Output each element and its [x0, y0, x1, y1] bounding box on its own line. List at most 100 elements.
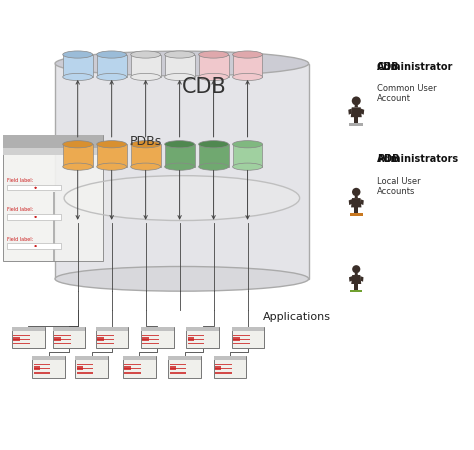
- FancyBboxPatch shape: [53, 327, 85, 348]
- Text: Common User
Account: Common User Account: [377, 84, 436, 103]
- Circle shape: [352, 96, 361, 105]
- Ellipse shape: [199, 141, 228, 148]
- Polygon shape: [97, 54, 127, 77]
- Text: PDB: PDB: [377, 154, 399, 164]
- Polygon shape: [215, 368, 231, 369]
- Ellipse shape: [55, 266, 309, 291]
- Polygon shape: [356, 117, 358, 123]
- FancyBboxPatch shape: [142, 337, 149, 341]
- Ellipse shape: [233, 73, 263, 81]
- Ellipse shape: [199, 73, 228, 81]
- Polygon shape: [170, 364, 186, 365]
- FancyBboxPatch shape: [232, 327, 264, 348]
- Polygon shape: [77, 372, 93, 374]
- Polygon shape: [350, 213, 363, 216]
- Polygon shape: [77, 368, 93, 369]
- Polygon shape: [188, 339, 204, 340]
- FancyBboxPatch shape: [54, 328, 86, 349]
- Polygon shape: [354, 207, 356, 213]
- Ellipse shape: [63, 51, 92, 58]
- Polygon shape: [53, 327, 85, 331]
- FancyBboxPatch shape: [169, 357, 202, 378]
- Polygon shape: [123, 356, 155, 360]
- FancyBboxPatch shape: [7, 185, 62, 190]
- FancyBboxPatch shape: [233, 337, 239, 341]
- Polygon shape: [141, 327, 173, 331]
- FancyBboxPatch shape: [141, 327, 173, 348]
- FancyBboxPatch shape: [214, 356, 246, 378]
- Polygon shape: [355, 273, 358, 275]
- Ellipse shape: [233, 51, 263, 58]
- Polygon shape: [215, 372, 231, 374]
- Polygon shape: [349, 199, 352, 205]
- Polygon shape: [188, 335, 204, 336]
- Ellipse shape: [97, 141, 127, 148]
- FancyBboxPatch shape: [233, 328, 265, 349]
- FancyBboxPatch shape: [77, 366, 83, 370]
- Polygon shape: [142, 339, 159, 340]
- Polygon shape: [124, 372, 141, 374]
- FancyBboxPatch shape: [170, 366, 176, 370]
- Polygon shape: [97, 339, 114, 340]
- Polygon shape: [354, 284, 356, 290]
- Polygon shape: [361, 108, 364, 115]
- Circle shape: [35, 187, 36, 189]
- FancyBboxPatch shape: [32, 356, 65, 378]
- Polygon shape: [164, 144, 194, 166]
- Ellipse shape: [164, 51, 194, 58]
- Polygon shape: [164, 54, 194, 77]
- Polygon shape: [97, 335, 114, 336]
- Text: CDB: CDB: [182, 77, 227, 97]
- Polygon shape: [54, 335, 71, 336]
- FancyBboxPatch shape: [142, 328, 174, 349]
- Ellipse shape: [55, 51, 309, 76]
- Ellipse shape: [131, 73, 161, 81]
- FancyBboxPatch shape: [96, 327, 128, 348]
- FancyBboxPatch shape: [215, 366, 221, 370]
- Polygon shape: [55, 63, 309, 279]
- Circle shape: [35, 216, 36, 218]
- Text: Applications: Applications: [264, 312, 331, 323]
- Ellipse shape: [131, 51, 161, 58]
- Ellipse shape: [64, 176, 300, 220]
- FancyBboxPatch shape: [124, 357, 156, 378]
- Polygon shape: [34, 372, 50, 374]
- Text: Administrators: Administrators: [377, 143, 459, 164]
- Circle shape: [35, 216, 36, 218]
- Polygon shape: [215, 364, 231, 365]
- FancyBboxPatch shape: [124, 366, 131, 370]
- FancyBboxPatch shape: [187, 328, 220, 349]
- Polygon shape: [350, 290, 363, 292]
- Ellipse shape: [164, 163, 194, 170]
- Polygon shape: [233, 335, 250, 336]
- Polygon shape: [54, 343, 71, 345]
- Polygon shape: [351, 107, 362, 117]
- Polygon shape: [356, 207, 358, 213]
- Text: Administrator: Administrator: [377, 50, 453, 72]
- Polygon shape: [199, 144, 228, 166]
- FancyBboxPatch shape: [33, 357, 66, 378]
- FancyBboxPatch shape: [76, 357, 109, 378]
- Polygon shape: [13, 335, 30, 336]
- Circle shape: [35, 245, 36, 247]
- Polygon shape: [34, 368, 50, 369]
- Text: Local User
Accounts: Local User Accounts: [377, 176, 420, 196]
- Polygon shape: [96, 327, 128, 331]
- FancyBboxPatch shape: [3, 135, 102, 261]
- Text: CDB: CDB: [377, 62, 399, 72]
- Polygon shape: [168, 356, 201, 360]
- Polygon shape: [77, 364, 93, 365]
- Polygon shape: [355, 196, 358, 198]
- Polygon shape: [97, 343, 114, 345]
- Polygon shape: [356, 284, 358, 290]
- Polygon shape: [63, 144, 92, 166]
- FancyBboxPatch shape: [123, 356, 155, 378]
- Circle shape: [352, 188, 361, 196]
- Polygon shape: [97, 144, 127, 166]
- Polygon shape: [142, 343, 159, 345]
- Ellipse shape: [63, 141, 92, 148]
- Polygon shape: [75, 356, 108, 360]
- Ellipse shape: [233, 163, 263, 170]
- FancyBboxPatch shape: [13, 337, 20, 341]
- Circle shape: [352, 265, 360, 273]
